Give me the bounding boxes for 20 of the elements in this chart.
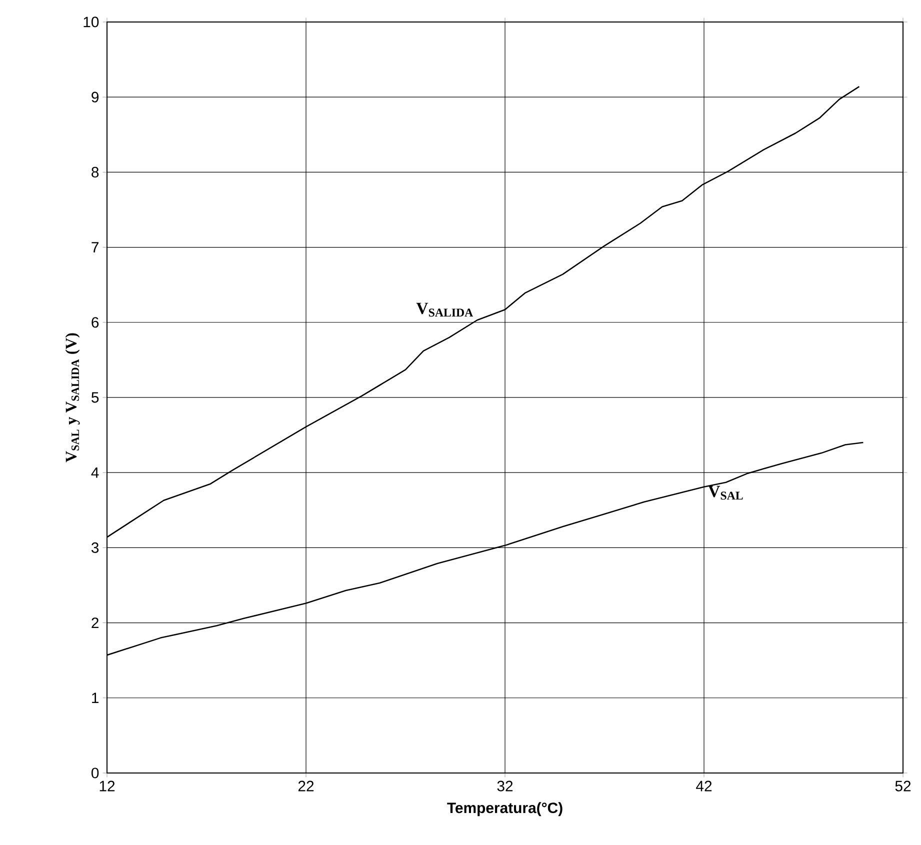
y-tick-label: 4 bbox=[91, 467, 99, 478]
x-axis-title: Temperatura(°C) bbox=[447, 802, 562, 816]
y-tick-label: 5 bbox=[92, 392, 99, 403]
x-tick-label: 12 bbox=[100, 780, 115, 792]
y-tick-label: 0 bbox=[92, 768, 99, 778]
y-tick-label: 6 bbox=[92, 317, 99, 328]
x-tick-label: 22 bbox=[298, 780, 314, 792]
y-tick-label: 8 bbox=[92, 166, 99, 178]
series-label: V$_{SAL}$ bbox=[708, 486, 743, 500]
y-tick-label: 10 bbox=[84, 16, 99, 28]
series-label: V$_{SALIDA}$ bbox=[416, 302, 474, 317]
y-axis-title: V$_{SAL}$ y V$_{SALIDA}$ (V) bbox=[65, 333, 80, 462]
x-tick-label: 32 bbox=[497, 780, 513, 792]
y-tick-label: 9 bbox=[92, 92, 99, 102]
y-tick-label: 1 bbox=[92, 692, 99, 704]
x-tick-label: 42 bbox=[696, 780, 712, 792]
y-tick-label: 3 bbox=[91, 542, 99, 553]
y-tick-label: 7 bbox=[92, 242, 98, 252]
y-tick-label: 2 bbox=[92, 618, 98, 628]
x-tick-label: 52 bbox=[895, 780, 911, 792]
